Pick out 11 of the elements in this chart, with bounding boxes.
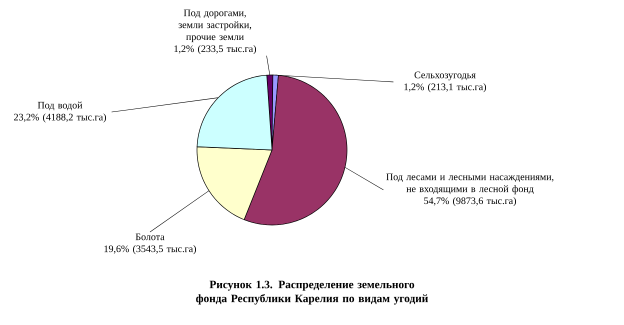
slice-label: Под водой [38,102,82,110]
slice-label: Под дорогами, земли застройки, прочие земли [178,10,252,42]
data-label: 1,2% (213,1 тыс.га) [404,83,486,92]
data-label: 1,2% (233,5 тыс.га) [174,45,256,54]
data-label: 23,2% (4188,2 тыс.га) [14,113,106,122]
text: Рисунок 1.3. Распределение земельного фонда Республики Карелия по видам угодий [196,280,428,305]
data-label: 19,6% (3543,5 тыс.га) [104,245,196,254]
data-label: 54,7% (9873,6 тыс.га) [424,197,516,206]
slice-label: Под лесами и лесными насаждениями, не входящими в лесной фонд [386,174,554,194]
slice-label: Сельхозугодья [414,72,476,80]
slice-label: Болота [136,234,165,240]
